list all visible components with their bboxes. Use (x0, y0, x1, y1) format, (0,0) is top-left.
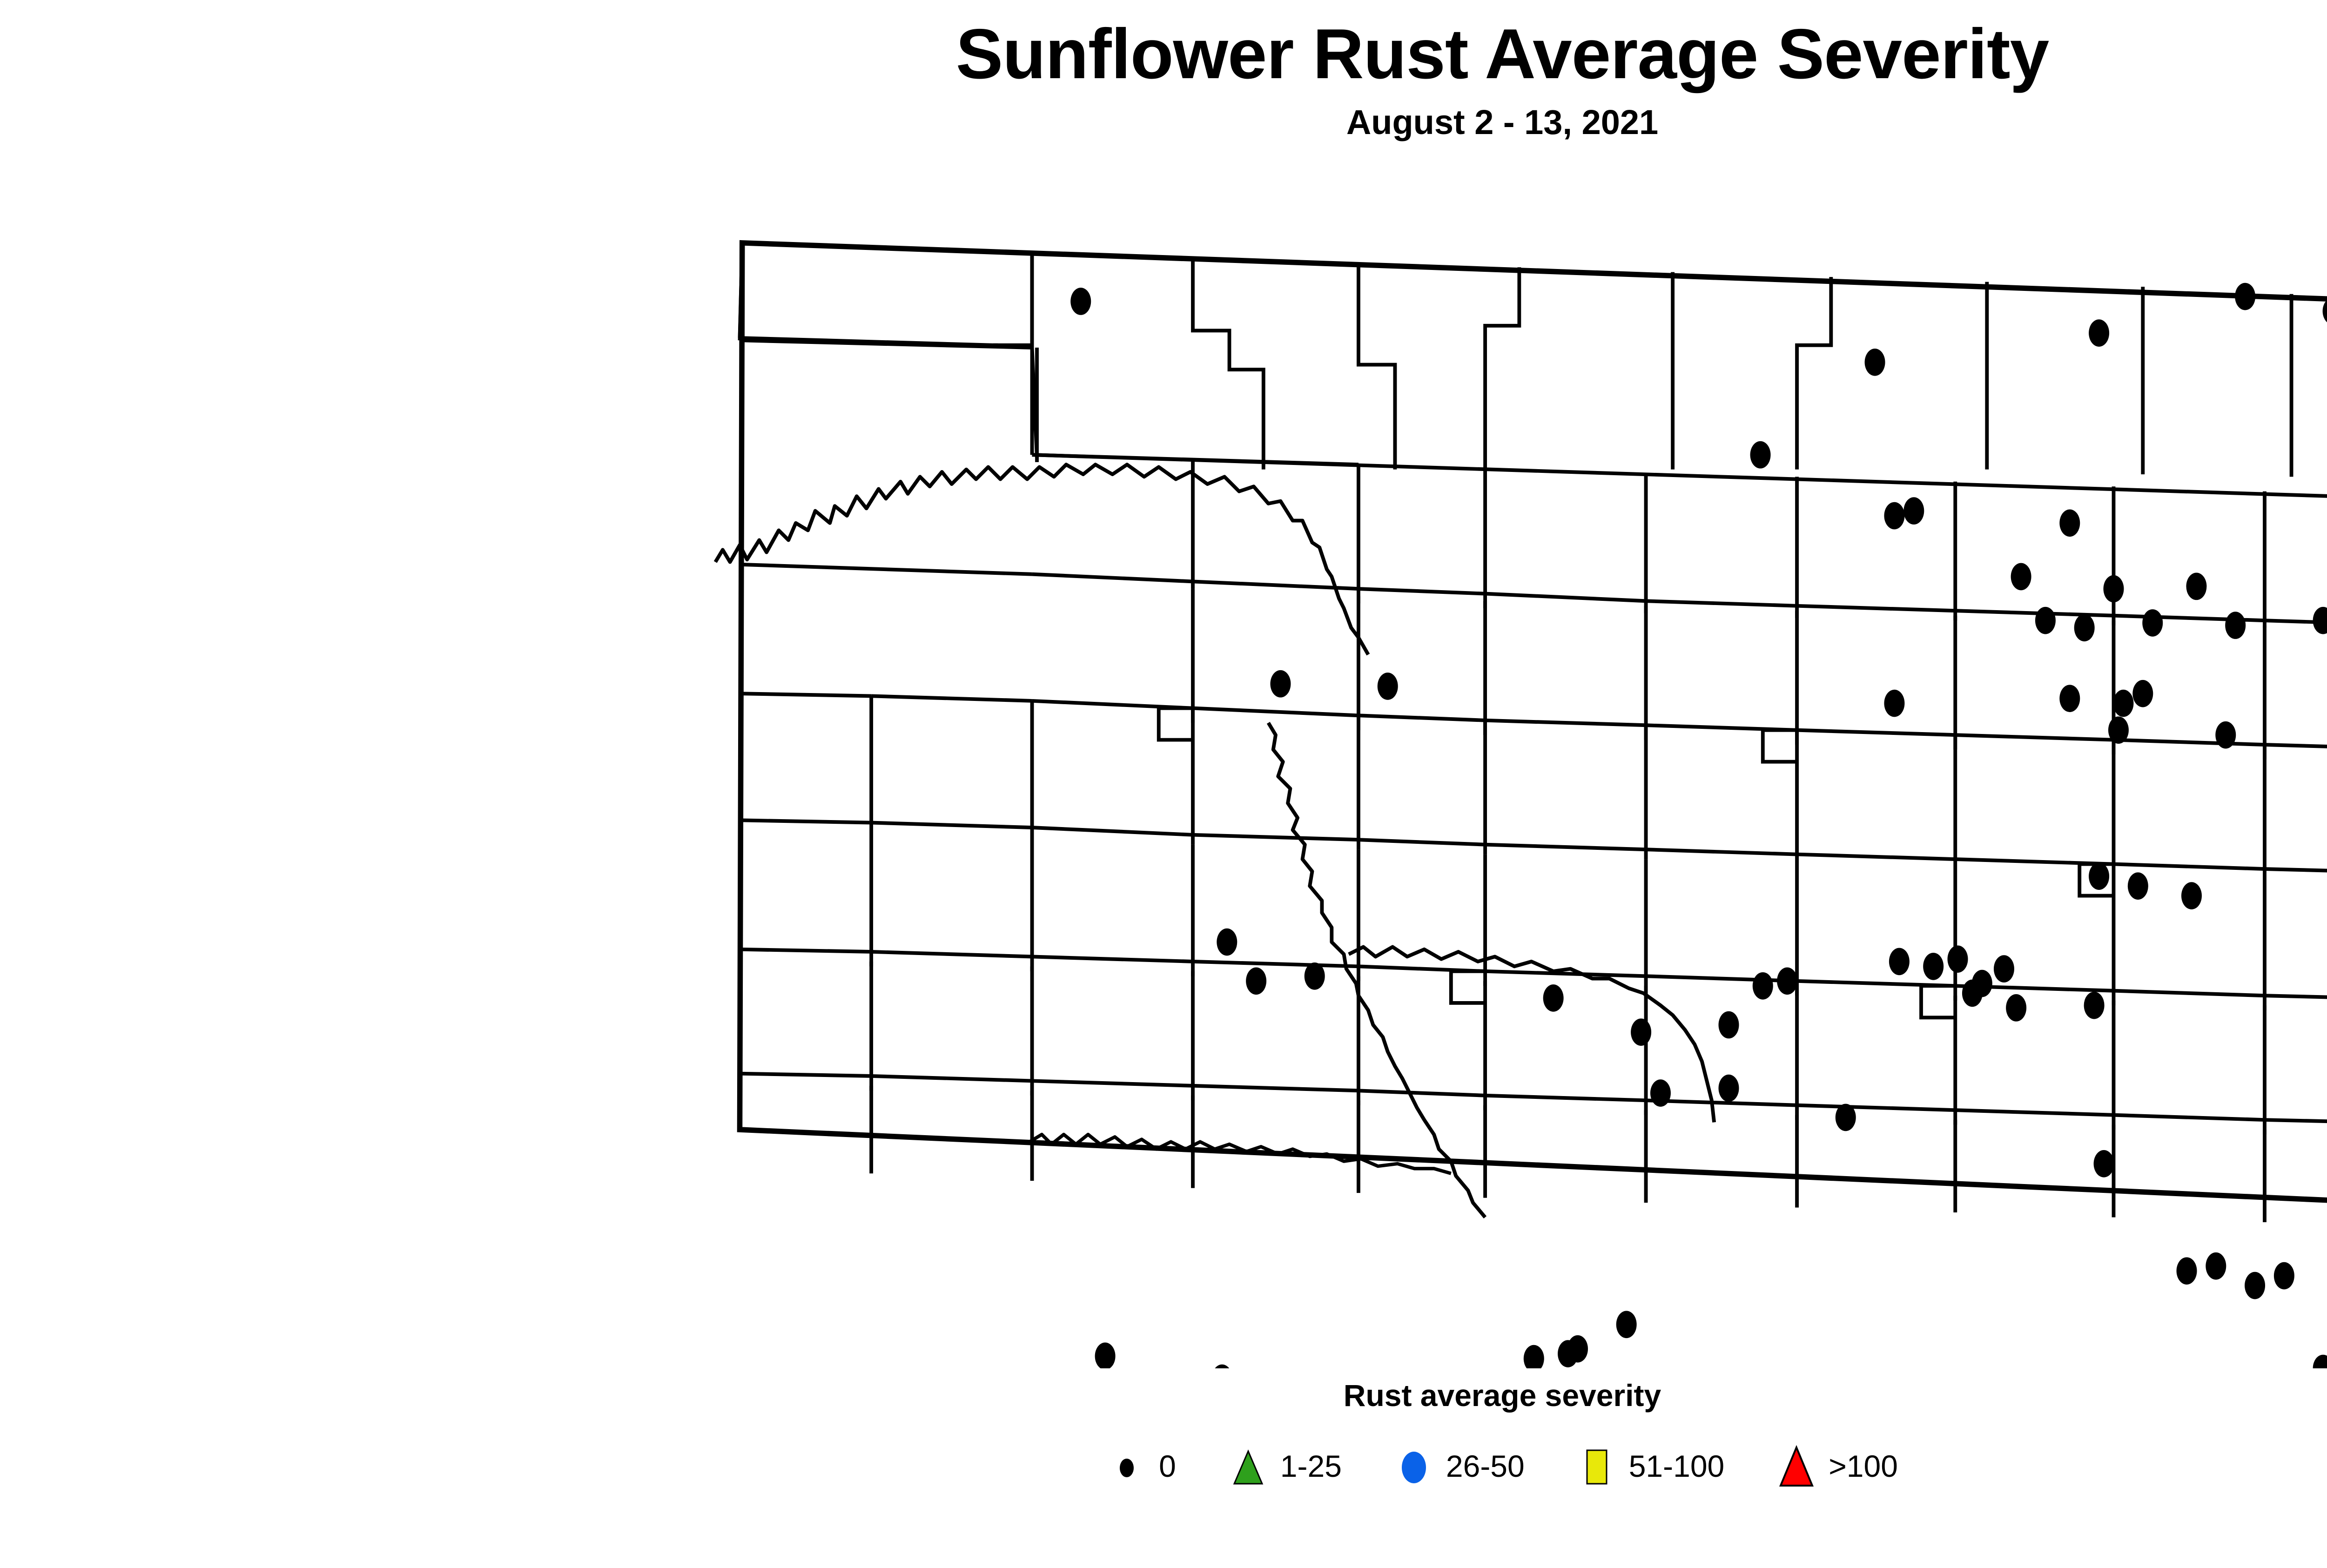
data-marker (1523, 1345, 1544, 1368)
legend-item-51-100[interactable]: 51-100 (1577, 1444, 1725, 1488)
data-marker (1962, 979, 1983, 1007)
data-marker (2074, 614, 2095, 642)
legend-yellow-square-icon (1577, 1444, 1617, 1488)
data-marker (1835, 1104, 1856, 1131)
legend-item-0[interactable]: 0 (1107, 1444, 1176, 1488)
legend-red-triangle-icon (1776, 1444, 1816, 1488)
data-marker (2313, 1354, 2327, 1368)
legend-item-26-50[interactable]: 26-50 (1394, 1444, 1525, 1488)
data-marker (2313, 606, 2327, 634)
county-boundaries (738, 242, 2327, 1222)
data-marker (1750, 441, 1771, 469)
legend-label-0: 0 (1159, 1449, 1176, 1483)
data-marker (2103, 575, 2124, 603)
data-marker (1777, 967, 1798, 995)
data-marker (1903, 497, 1924, 525)
data-marker (1718, 1074, 1739, 1102)
data-marker (2235, 283, 2256, 310)
data-marker (2089, 319, 2110, 347)
data-marker (2084, 991, 2105, 1019)
legend-label-51-100: 51-100 (1628, 1449, 1725, 1483)
data-marker (1558, 1340, 1579, 1367)
data-marker (2176, 1257, 2197, 1285)
data-marker (1947, 945, 1968, 973)
data-marker (1923, 953, 1944, 980)
data-marker (1864, 349, 1885, 376)
data-marker (1377, 673, 1398, 700)
data-marker (1650, 1079, 1671, 1107)
data-marker (1070, 288, 1091, 315)
data-marker (2273, 1262, 2294, 1290)
data-marker (2245, 1272, 2266, 1299)
legend: Rust average severity 0 1-25 26-50 (0, 1378, 2327, 1488)
data-marker (1616, 1311, 1637, 1339)
state-boundary (737, 240, 2327, 1203)
data-marker (2093, 1150, 2114, 1178)
data-marker (1246, 967, 1267, 995)
lake-oahe (1348, 945, 1716, 1123)
legend-label-gt100: >100 (1829, 1449, 1898, 1483)
data-marker (2181, 882, 2202, 909)
data-marker (2035, 606, 2056, 634)
page-title: Sunflower Rust Average Severity (955, 14, 2049, 94)
data-marker (2089, 862, 2110, 890)
data-marker (1304, 962, 1325, 990)
data-marker (2186, 572, 2207, 600)
data-marker (1718, 1011, 1739, 1039)
legend-title: Rust average severity (1343, 1378, 1661, 1413)
map-svg (713, 240, 2327, 1368)
legend-items: 0 1-25 26-50 51-100 (0, 1444, 2327, 1488)
data-marker (1889, 948, 1910, 976)
data-marker (1095, 1342, 1116, 1368)
data-marker (2206, 1252, 2226, 1280)
data-marker (1884, 689, 1905, 717)
data-marker (1631, 1018, 1652, 1046)
data-marker (1270, 670, 1291, 698)
data-marker (2108, 716, 2129, 744)
data-marker (2322, 300, 2327, 323)
lake-sakakawea (713, 463, 1370, 656)
data-marker (1752, 972, 1773, 1000)
legend-label-1-25: 1-25 (1280, 1449, 1342, 1483)
data-marker (1215, 1364, 1230, 1368)
legend-label-26-50: 26-50 (1446, 1449, 1525, 1483)
data-marker (1884, 502, 1905, 530)
data-marker (1993, 955, 2014, 983)
data-marker (2127, 872, 2148, 900)
missouri-river (1266, 721, 1487, 1219)
legend-green-triangle-icon (1228, 1444, 1268, 1488)
data-marker (2225, 612, 2246, 639)
data-markers-layer (1070, 283, 2327, 1368)
data-marker (2006, 994, 2027, 1022)
legend-item-gt100[interactable]: >100 (1776, 1444, 1898, 1488)
data-marker (2059, 509, 2080, 537)
data-marker (2142, 609, 2163, 637)
data-marker (2215, 721, 2236, 749)
legend-item-1-25[interactable]: 1-25 (1228, 1444, 1342, 1488)
data-marker (1543, 984, 1564, 1012)
north-dakota-map (619, 223, 2327, 1368)
legend-circle-icon (1107, 1444, 1147, 1488)
data-marker (2132, 680, 2153, 707)
title-block: Sunflower Rust Average Severity August 2… (0, 19, 2327, 140)
map-layers (713, 240, 2327, 1368)
data-marker (2011, 563, 2031, 591)
cannonball-river (1029, 1132, 1452, 1175)
page-subtitle: August 2 - 13, 2021 (1346, 103, 1659, 141)
data-marker (1217, 928, 1237, 956)
data-marker (2059, 685, 2080, 712)
data-marker (2113, 689, 2134, 717)
legend-blue-ellipse-icon (1394, 1444, 1434, 1488)
